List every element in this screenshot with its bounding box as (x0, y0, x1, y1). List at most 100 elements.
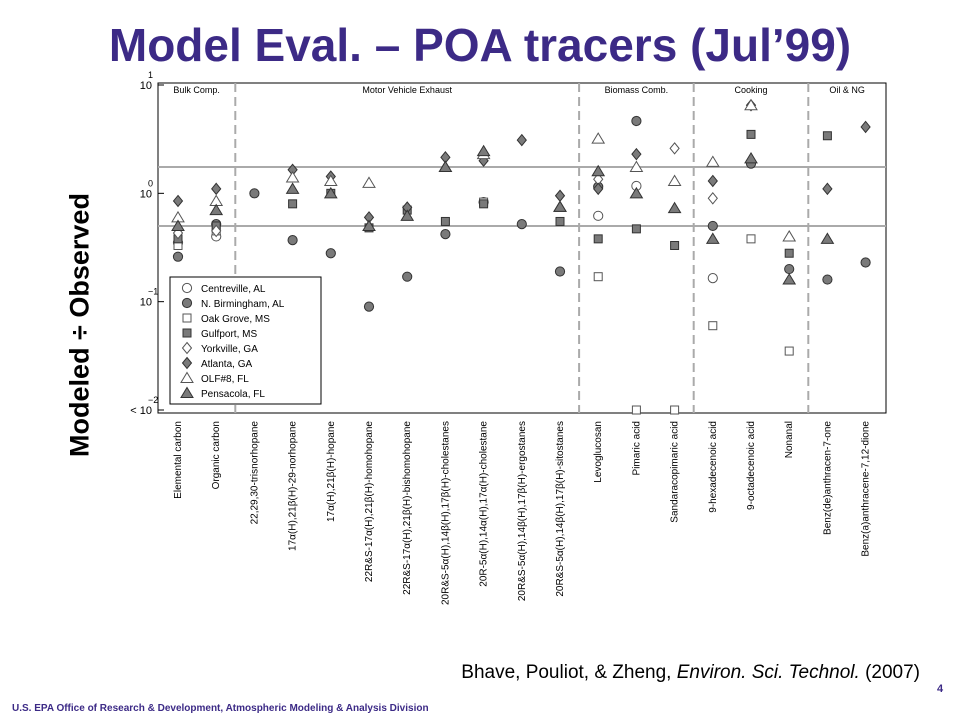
category-label: Sandaracopimaric acid (670, 421, 681, 523)
category-labels: Elemental carbon Organic carbon 22,29,30-t… (173, 421, 872, 605)
data-point (476, 144, 491, 157)
legend-label: OLF#8, FL (201, 374, 249, 385)
data-point (705, 232, 720, 244)
data-point (707, 192, 718, 205)
data-point (249, 188, 260, 199)
data-point (362, 219, 376, 231)
category-label: 20R-5α(H),14α(H),17α(H)-cholestane (479, 421, 490, 587)
data-point (288, 199, 298, 209)
data-point (287, 235, 298, 246)
data-point (440, 229, 451, 240)
citation: Bhave, Pouliot, & Zheng, Environ. Sci. T… (461, 662, 920, 684)
scatter-chart: Bulk Comp. Motor Vehicle Exhaust Biomass C… (130, 70, 887, 605)
category-label: 17α(H),21β(H)-29-norhopane (288, 421, 299, 551)
section-label: Oil & NG (829, 85, 865, 95)
section-labels: Bulk Comp. Motor Vehicle Exhaust Biomass C… (173, 85, 865, 95)
category-label: Benz(a)anthracene-7,12-dione (861, 421, 872, 557)
legend-marker (180, 386, 194, 398)
category-label: 20R&S-5α(H),14β(H),17β(H)-sitostanes (555, 421, 566, 597)
section-label: Biomass Comb. (605, 85, 669, 95)
data-point (782, 229, 797, 242)
data-point (784, 263, 795, 275)
y-tick-label: 10 (140, 80, 152, 92)
y-tick-exponent: −2 (148, 395, 158, 405)
citation-journal: Environ. Sci. Technol. (676, 662, 860, 683)
data-point (631, 405, 641, 415)
data-point (593, 272, 603, 282)
data-point (707, 220, 718, 232)
data-point (782, 273, 797, 285)
data-point (209, 203, 224, 216)
data-point (554, 266, 566, 277)
data-point (211, 224, 222, 238)
category-label: 20R&S-5α(H),14β(H),17β(H)-cholestanes (440, 421, 451, 605)
data-point (746, 129, 756, 139)
category-label: 22R&S-17α(H),21β(H)-homohopane (364, 421, 375, 582)
legend-label: Gulfport, MS (201, 329, 257, 340)
data-point (555, 216, 565, 226)
category-label: 20R&S-5α(H),14β(H),17β(H)-ergostanes (517, 421, 528, 601)
data-point (670, 405, 680, 415)
data-point (822, 182, 833, 196)
legend-label: Centreville, AL (201, 284, 266, 295)
data-point (400, 209, 415, 221)
legend: Centreville, AL N. Birmingham, AL Oak Grov… (169, 276, 322, 405)
data-point (744, 151, 758, 164)
section-label: Motor Vehicle Exhaust (362, 85, 452, 95)
data-point (744, 98, 758, 111)
category-label: 17α(H),21β(H)-hopane (326, 421, 337, 522)
category-label: 9-hexadecenoic acid (708, 421, 719, 513)
data-point (860, 257, 871, 268)
citation-authors: Bhave, Pouliot, & Zheng, (461, 662, 677, 683)
data-point (631, 115, 642, 127)
data-point (708, 321, 718, 331)
legend-marker (181, 356, 193, 370)
category-label: Benz(de)anthracen-7-one (822, 421, 833, 535)
category-label: Pimaric acid (631, 421, 642, 475)
data-point (784, 346, 794, 356)
data-point (285, 182, 300, 194)
data-point (629, 160, 644, 173)
legend-label: Yorkville, GA (201, 344, 258, 355)
data-point (707, 174, 718, 188)
legend-label: N. Birmingham, AL (201, 299, 285, 310)
legend-marker (182, 328, 192, 338)
data-point (285, 171, 300, 183)
category-label: Levoglucosan (593, 421, 604, 483)
data-point (171, 219, 185, 231)
data-point (402, 271, 413, 282)
y-tick-label: 10 (140, 297, 152, 309)
data-point (440, 216, 450, 226)
category-label: 22,29,30-trisnorhopane (249, 421, 260, 525)
data-point (667, 201, 682, 214)
legend-marker (181, 282, 193, 294)
legend-marker (180, 371, 194, 383)
data-point (172, 251, 184, 262)
page-number: 4 (937, 683, 944, 695)
footer-text: U.S. EPA Office of Research & Developmen… (12, 703, 429, 714)
data-point (591, 132, 606, 144)
data-point (325, 248, 336, 259)
data-point (516, 133, 527, 147)
data-point (822, 274, 833, 285)
data-point (516, 218, 527, 230)
category-label: Organic carbon (211, 421, 222, 489)
y-tick-label: 10 (140, 188, 152, 200)
data-point (667, 174, 682, 186)
data-point (553, 200, 567, 212)
data-point (631, 147, 642, 161)
category-label: Elemental carbon (173, 421, 184, 499)
data-point (363, 301, 375, 312)
legend-marker (181, 341, 193, 355)
data-point (593, 182, 604, 196)
data-point (629, 186, 644, 199)
data-point (669, 142, 680, 155)
data-point (362, 176, 376, 188)
data-points (171, 98, 871, 415)
slide-title: Model Eval. – POA tracers (Jul’99) (108, 19, 852, 71)
section-label: Bulk Comp. (173, 85, 220, 95)
data-point (323, 174, 338, 186)
data-point (784, 248, 794, 258)
legend-marker (182, 313, 192, 323)
